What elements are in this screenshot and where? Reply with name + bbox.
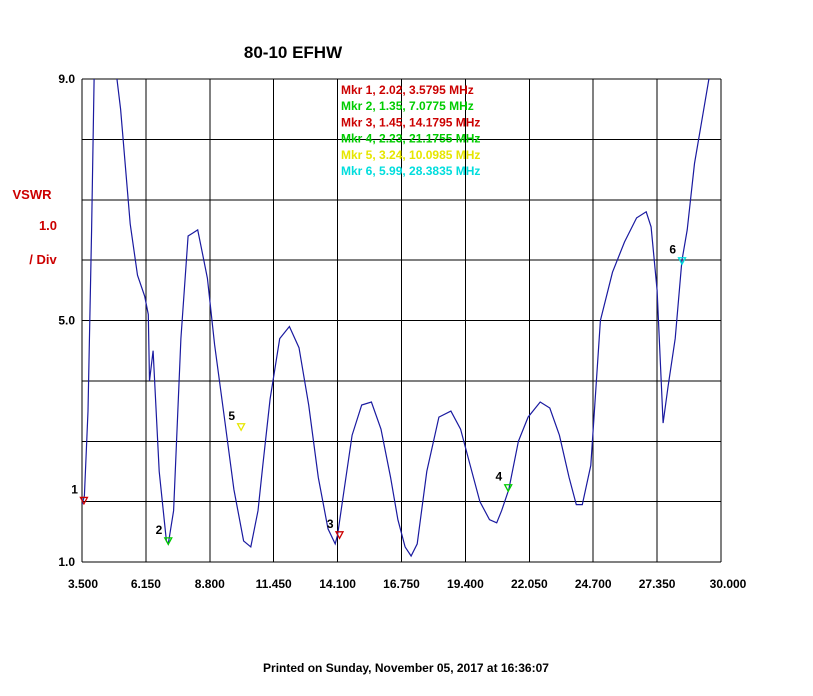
x-tick-label: 30.000: [710, 577, 747, 591]
marker-legend-entry: Mkr 4, 2.23, 21.1755 MHz: [341, 132, 480, 146]
y-axis-label: VSWR 1.0 / Div: [13, 187, 58, 267]
chart-title: 80-10 EFHW: [244, 43, 343, 62]
marker-triangle: [79, 496, 89, 506]
marker-legend-entry: Mkr 6, 5.99, 28.3835 MHz: [341, 164, 480, 178]
marker-triangle: [163, 537, 173, 546]
marker-triangle: [677, 257, 687, 266]
print-footer: Printed on Sunday, November 05, 2017 at …: [263, 661, 549, 675]
marker-number: 5: [228, 409, 235, 423]
x-tick-label: 11.450: [256, 577, 292, 591]
x-tick-label: 8.800: [195, 577, 225, 591]
marker-number: 4: [496, 470, 503, 484]
marker-legend-entry: Mkr 3, 1.45, 14.1795 MHz: [341, 115, 480, 129]
marker-number: 3: [327, 517, 334, 531]
plot-grid: [81, 78, 722, 563]
marker-triangle: [334, 531, 345, 540]
x-tick-label: 3.500: [68, 577, 98, 591]
y-tick-label: 9.0: [58, 72, 75, 86]
x-tick-label: 24.700: [575, 577, 612, 591]
vswr-curve: [82, 79, 710, 558]
x-tick-label: 22.050: [511, 577, 548, 591]
marker-number: 2: [156, 523, 163, 537]
x-tick-labels: 3.500 6.150 8.800 11.450 14.100 16.750 19.400 2…: [68, 577, 747, 591]
y-tick-label: 5.0: [58, 314, 75, 328]
marker-number: 6: [669, 243, 676, 257]
marker-triangle: [503, 484, 513, 493]
y-tick-labels: 9.0 5.0 1.0: [58, 72, 75, 569]
marker-legend-entry: Mkr 2, 1.35, 7.0775 MHz: [341, 99, 474, 113]
marker-legend: Mkr 1, 2.02, 3.5795 MHz Mkr 2, 1.35, 7.07…: [341, 83, 480, 178]
marker-triangle: [236, 423, 246, 432]
x-tick-label: 27.350: [639, 577, 676, 591]
vswr-trace: [82, 79, 710, 558]
y-axis-label-line: 1.0: [39, 218, 57, 233]
marker-legend-entry: Mkr 5, 3.24, 10.0985 MHz: [341, 148, 480, 162]
y-tick-label: 1.0: [58, 555, 75, 569]
marker-legend-entry: Mkr 1, 2.02, 3.5795 MHz: [341, 83, 474, 97]
x-tick-label: 6.150: [131, 577, 161, 591]
y-axis-label-line: VSWR: [13, 187, 53, 202]
markers: 1 2 3 4 5 6: [71, 243, 687, 546]
y-axis-label-line: / Div: [29, 252, 57, 267]
x-tick-label: 16.750: [383, 577, 420, 591]
marker-number: 1: [71, 482, 78, 496]
x-tick-label: 19.400: [447, 577, 484, 591]
x-tick-label: 14.100: [319, 577, 356, 591]
